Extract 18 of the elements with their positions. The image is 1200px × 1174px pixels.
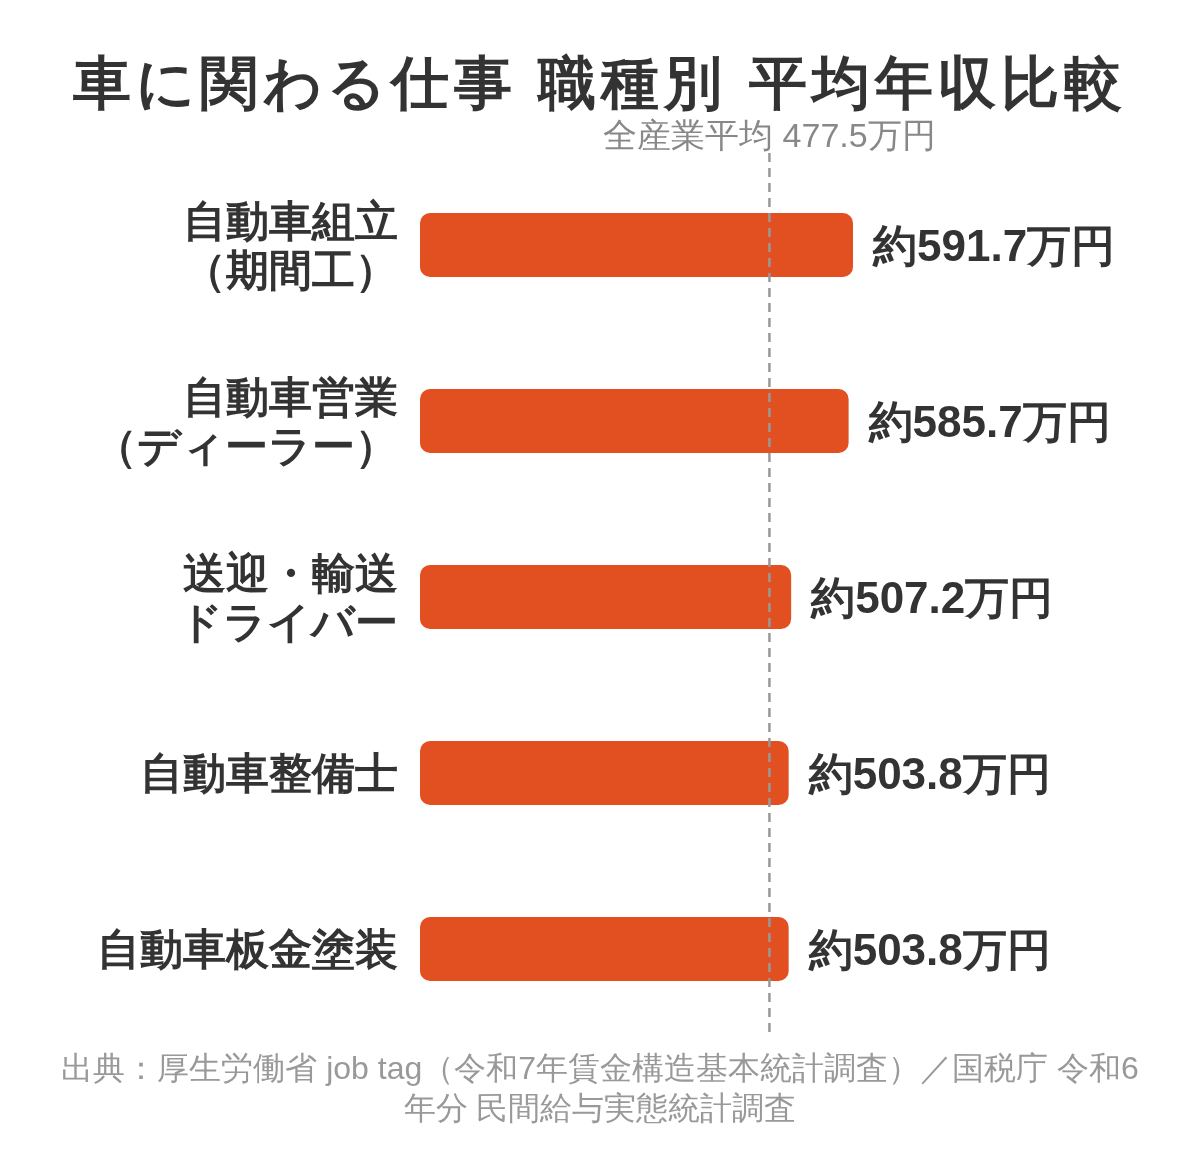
bar <box>420 917 789 981</box>
bar <box>420 213 853 277</box>
bar <box>420 741 789 805</box>
data-label: 約503.8万円 <box>807 748 1051 798</box>
y-tick-label: 自動車組立（期間工） <box>183 196 398 294</box>
data-label: 約507.2万円 <box>810 572 1054 622</box>
source-note: 出典：厚生労働省 job tag（令和7年賃金構造基本統計調査）／国税庁 令和6年分 民間給与実態統計調査 <box>60 1049 1140 1128</box>
bar <box>420 565 792 629</box>
data-label: 約503.8万円 <box>807 924 1051 974</box>
data-label: 約585.7万円 <box>867 396 1111 446</box>
chart-title: 車に関わる仕事 職種別 平均年収比較 <box>72 50 1127 115</box>
y-tick-label: 送迎・輸送ドライバー <box>179 548 398 646</box>
bar <box>420 389 849 453</box>
y-tick-label: 自動車板金塗装 <box>97 925 398 973</box>
data-label: 約591.7万円 <box>872 220 1116 270</box>
ref-line-label: 全産業平均 477.5万円 <box>603 116 936 154</box>
y-tick-label: 自動車整備士 <box>140 749 398 797</box>
y-tick-label: 自動車営業（ディーラー） <box>94 372 398 470</box>
